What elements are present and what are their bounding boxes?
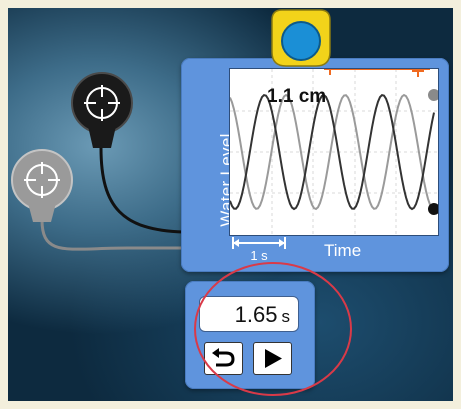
tape-measure-tool[interactable]	[266, 8, 336, 72]
play-icon	[265, 349, 282, 368]
graph-svg	[229, 63, 440, 235]
dark-probe-wave	[229, 93, 435, 211]
time-scale-bar	[232, 237, 286, 249]
reset-icon	[212, 348, 235, 367]
tape-measure-icon	[271, 9, 331, 67]
simulation-scene: Water Level	[8, 8, 453, 401]
stopwatch-value: 1.65	[234, 302, 278, 327]
light-probe-marker	[428, 89, 440, 101]
x-axis-label: Time	[324, 241, 362, 260]
stopwatch-panel: 1.65 s	[185, 281, 315, 389]
light-probe-cable	[40, 219, 183, 251]
dark-probe[interactable]	[71, 72, 133, 148]
stopwatch-display: 1.65 s	[199, 296, 299, 332]
wave-graph-panel: Water Level	[181, 58, 449, 272]
stopwatch-unit: s	[281, 307, 291, 326]
dark-probe-cable	[99, 147, 184, 234]
light-probe[interactable]	[11, 149, 73, 222]
light-probe-wave	[229, 93, 435, 211]
dark-probe-marker	[428, 203, 440, 215]
scene-layer	[11, 72, 184, 251]
highlight-annotation	[194, 262, 352, 396]
measurement-label: 1.1 cm	[267, 86, 327, 107]
play-button[interactable]	[253, 342, 292, 375]
detector-probe-icon	[24, 162, 60, 198]
time-scale-label: 1 s	[250, 248, 268, 263]
graph-plot-area	[229, 63, 440, 236]
detector-probe-icon	[84, 85, 120, 121]
